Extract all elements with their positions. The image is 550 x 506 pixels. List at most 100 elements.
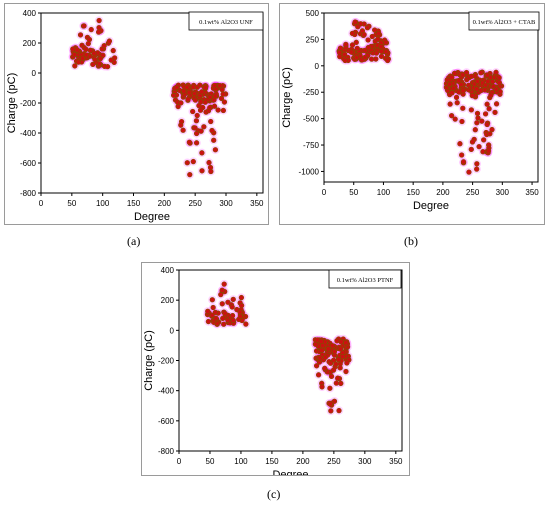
y-tick-label: 400 bbox=[161, 266, 175, 275]
data-point bbox=[378, 48, 385, 54]
data-point bbox=[315, 372, 322, 378]
data-point bbox=[487, 131, 493, 137]
scatter-plot-c: 0 50 100 150 200 250 300 350 400 200 0 -200 -400 -600… bbox=[143, 266, 403, 475]
data-point bbox=[343, 368, 349, 375]
data-point bbox=[485, 148, 492, 154]
data-point bbox=[373, 56, 379, 62]
plot-area bbox=[178, 269, 403, 452]
data-point bbox=[328, 408, 334, 414]
data-point bbox=[220, 91, 226, 97]
x-tick-label: 100 bbox=[377, 188, 391, 197]
data-point bbox=[212, 147, 219, 153]
legend: 0.1wt% Al2O3 UNF bbox=[188, 11, 264, 31]
data-point bbox=[448, 113, 455, 119]
data-point bbox=[199, 150, 205, 156]
y-tick-label: -200 bbox=[158, 357, 175, 366]
data-point bbox=[357, 21, 364, 27]
y-tick-label: 400 bbox=[23, 9, 37, 18]
data-point bbox=[354, 45, 360, 51]
data-point bbox=[376, 30, 382, 37]
scatter-plot-a: 0 50 100 150 200 250 300 350 400 200 0 -200 -400 -600… bbox=[6, 9, 264, 223]
data-point bbox=[74, 47, 80, 53]
data-point bbox=[489, 126, 495, 133]
data-point bbox=[238, 302, 245, 309]
data-point bbox=[217, 83, 223, 89]
data-point bbox=[202, 85, 208, 91]
caption-c: (c) bbox=[267, 487, 281, 501]
data-point bbox=[184, 84, 190, 90]
data-point bbox=[237, 313, 243, 319]
data-point bbox=[174, 84, 180, 91]
data-point bbox=[186, 139, 193, 145]
data-point bbox=[101, 43, 107, 49]
data-point bbox=[72, 63, 78, 69]
data-point bbox=[83, 46, 89, 52]
data-point bbox=[207, 164, 214, 171]
data-point bbox=[475, 115, 481, 121]
data-point bbox=[178, 122, 184, 128]
data-point bbox=[325, 346, 331, 352]
chart-panel-c: 0 50 100 150 200 250 300 350 400 200 0 -200 -400 -600… bbox=[141, 262, 410, 476]
x-tick-label: 150 bbox=[406, 188, 420, 197]
y-tick-label: 200 bbox=[161, 296, 175, 305]
data-point bbox=[218, 291, 224, 298]
x-tick-label: 0 bbox=[39, 199, 44, 208]
data-point bbox=[468, 107, 475, 113]
data-point bbox=[198, 99, 204, 105]
data-point bbox=[207, 105, 213, 111]
data-point bbox=[230, 296, 236, 303]
data-point bbox=[447, 101, 453, 107]
data-point bbox=[452, 116, 458, 122]
x-tick-label: 300 bbox=[496, 188, 510, 197]
data-point bbox=[327, 385, 333, 391]
data-point bbox=[458, 81, 464, 88]
data-point bbox=[343, 41, 349, 48]
x-tick-label: 350 bbox=[389, 457, 403, 466]
data-point bbox=[209, 312, 215, 318]
data-point bbox=[211, 103, 218, 109]
data-point bbox=[202, 99, 208, 105]
data-point bbox=[373, 50, 380, 56]
data-point bbox=[472, 127, 478, 133]
x-tick-label: 50 bbox=[206, 457, 215, 466]
data-point bbox=[220, 315, 226, 322]
data-point bbox=[221, 99, 228, 105]
data-point bbox=[70, 46, 76, 52]
x-tick-label: 150 bbox=[265, 457, 279, 466]
data-point bbox=[327, 360, 334, 366]
data-point bbox=[96, 25, 102, 31]
x-tick-label: 350 bbox=[250, 199, 264, 208]
data-point bbox=[341, 51, 348, 58]
data-point bbox=[88, 26, 94, 33]
data-point bbox=[337, 53, 343, 60]
data-point bbox=[371, 27, 378, 33]
y-axis-label: Charge (pC) bbox=[143, 330, 155, 391]
y-tick-label: -200 bbox=[20, 99, 37, 108]
data-points bbox=[204, 281, 352, 414]
data-point bbox=[361, 31, 367, 38]
data-point bbox=[190, 108, 196, 115]
data-point bbox=[362, 54, 368, 61]
y-tick-label: 250 bbox=[306, 35, 320, 44]
data-point bbox=[474, 120, 480, 126]
y-axis-label: Charge (pC) bbox=[6, 73, 18, 134]
data-point bbox=[486, 106, 492, 112]
data-point bbox=[488, 92, 494, 98]
data-point bbox=[205, 318, 212, 325]
data-point bbox=[459, 152, 465, 158]
data-point bbox=[454, 100, 460, 106]
data-point bbox=[221, 281, 227, 287]
data-point bbox=[180, 127, 186, 133]
data-point bbox=[211, 82, 218, 89]
data-point bbox=[468, 73, 475, 79]
data-point bbox=[460, 105, 466, 111]
data-point bbox=[104, 63, 111, 70]
data-point bbox=[338, 380, 344, 387]
data-point bbox=[319, 347, 325, 353]
y-tick-label: 0 bbox=[32, 69, 37, 78]
data-point bbox=[479, 118, 485, 124]
x-tick-label: 100 bbox=[234, 457, 248, 466]
data-point bbox=[320, 342, 326, 349]
data-point bbox=[197, 107, 204, 113]
data-point bbox=[185, 96, 191, 102]
